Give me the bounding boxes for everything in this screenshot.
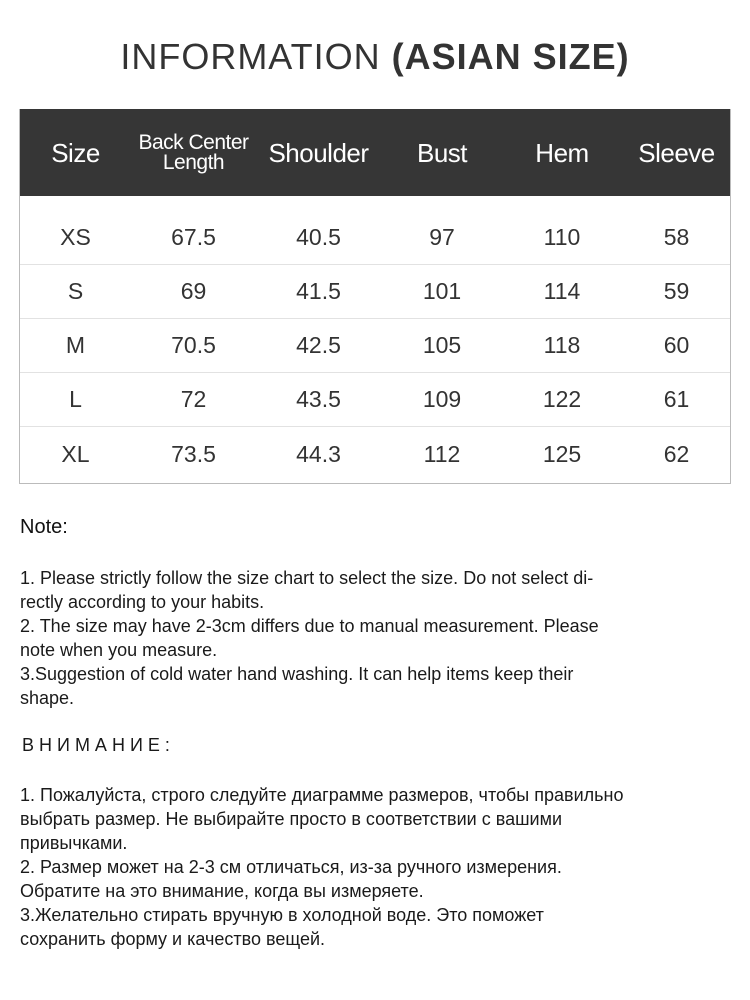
table-cell: 109 bbox=[422, 386, 462, 412]
table-cell: 73.5 bbox=[171, 440, 216, 467]
table-cell: 72 bbox=[180, 386, 207, 412]
note-line: 1. Please strictly follow the size chart… bbox=[20, 568, 594, 588]
table-row: XS 67.5 40.5 97 110 58 bbox=[20, 211, 730, 265]
table-header: Size Back Center Length Shoulder Bust Hem… bbox=[20, 109, 730, 196]
table-cell: 40.5 bbox=[296, 224, 341, 250]
note-line: привычками. bbox=[20, 833, 128, 853]
note-line: note when you measure. bbox=[20, 640, 218, 660]
table-row: M 70.5 42.5 105 118 60 bbox=[20, 319, 730, 373]
table-cell: 44.3 bbox=[296, 440, 341, 467]
note-line: rectly according to your habits. bbox=[20, 592, 265, 612]
table-cell: 61 bbox=[663, 386, 690, 412]
table-cell: 112 bbox=[423, 440, 461, 467]
header-sleeve: Sleeve bbox=[638, 137, 715, 168]
table-row: XL 73.5 44.3 112 125 62 bbox=[20, 427, 730, 481]
header-bust: Bust bbox=[416, 137, 468, 168]
table-cell: 118 bbox=[543, 332, 581, 358]
table-cell: 67.5 bbox=[171, 224, 216, 250]
note-line: 3.Suggestion of cold water hand washing.… bbox=[20, 664, 574, 684]
table-cell: 42.5 bbox=[296, 332, 341, 358]
table-cell: 122 bbox=[542, 386, 582, 412]
note-line: выбрать размер. Не выбирайте просто в со… bbox=[20, 809, 563, 829]
header-shoulder: Shoulder bbox=[268, 137, 369, 168]
table-cell: 62 bbox=[663, 440, 690, 467]
header-back-line2: Length bbox=[162, 150, 225, 174]
ru-note-text: 1. Пожалуйста, строго следуйте диаграмме… bbox=[20, 783, 623, 951]
table-cell: 105 bbox=[422, 332, 462, 358]
table-cell: S bbox=[67, 278, 84, 304]
header-back-center-length: Back Center Length bbox=[131, 130, 256, 174]
note-line: 2. The size may have 2-3cm differs due t… bbox=[20, 616, 599, 636]
table-cell: 43.5 bbox=[296, 386, 341, 412]
table-cell: XS bbox=[60, 224, 91, 250]
note-line: 3.Желательно стирать вручную в холодной … bbox=[20, 905, 544, 925]
header-hem: Hem bbox=[535, 137, 589, 168]
table-row: L 72 43.5 109 122 61 bbox=[20, 373, 730, 427]
table-cell: 41.5 bbox=[296, 278, 341, 304]
header-back-line1: Back Center bbox=[138, 130, 249, 154]
title-asian-size: (ASIAN SIZE) bbox=[391, 36, 630, 77]
note-line: shape. bbox=[20, 688, 75, 708]
size-table: Size Back Center Length Shoulder Bust Hem… bbox=[19, 109, 731, 484]
table-cell: 58 bbox=[663, 224, 690, 250]
title-main: INFORMATION bbox=[120, 36, 381, 77]
header-size: Size bbox=[51, 137, 100, 168]
table-cell: 70.5 bbox=[171, 332, 216, 358]
table-cell: 110 bbox=[543, 224, 581, 250]
ru-note-title: ВНИМАНИЕ: bbox=[22, 735, 175, 755]
note-line: сохранить форму и качество вещей. bbox=[20, 929, 326, 949]
table-cell: 101 bbox=[422, 278, 462, 304]
table-cell: XL bbox=[61, 440, 90, 467]
table-cell: 125 bbox=[542, 440, 582, 467]
note-title: Note: bbox=[20, 516, 68, 538]
note-line: 1. Пожалуйста, строго следуйте диаграмме… bbox=[20, 785, 624, 805]
note-line: 2. Размер может на 2-3 см отличаться, из… bbox=[20, 857, 562, 877]
table-row: S 69 41.5 101 114 59 bbox=[20, 265, 730, 319]
table-cell: 114 bbox=[543, 278, 581, 304]
note-line: Обратите на это внимание, когда вы измер… bbox=[20, 881, 424, 901]
table-cell: 97 bbox=[429, 224, 455, 250]
table-cell: L bbox=[69, 386, 82, 412]
table-cell: M bbox=[65, 332, 86, 358]
table-cell: 59 bbox=[663, 278, 690, 304]
note-text: 1. Please strictly follow the size chart… bbox=[20, 566, 599, 710]
table-cell: 69 bbox=[180, 278, 207, 304]
table-cell: 60 bbox=[663, 332, 690, 358]
page-title: INFORMATION (ASIAN SIZE) bbox=[0, 36, 750, 78]
table-body: XS 67.5 40.5 97 110 58 S 69 41.5 101 114 59 M 70.5 42.… bbox=[20, 196, 730, 481]
